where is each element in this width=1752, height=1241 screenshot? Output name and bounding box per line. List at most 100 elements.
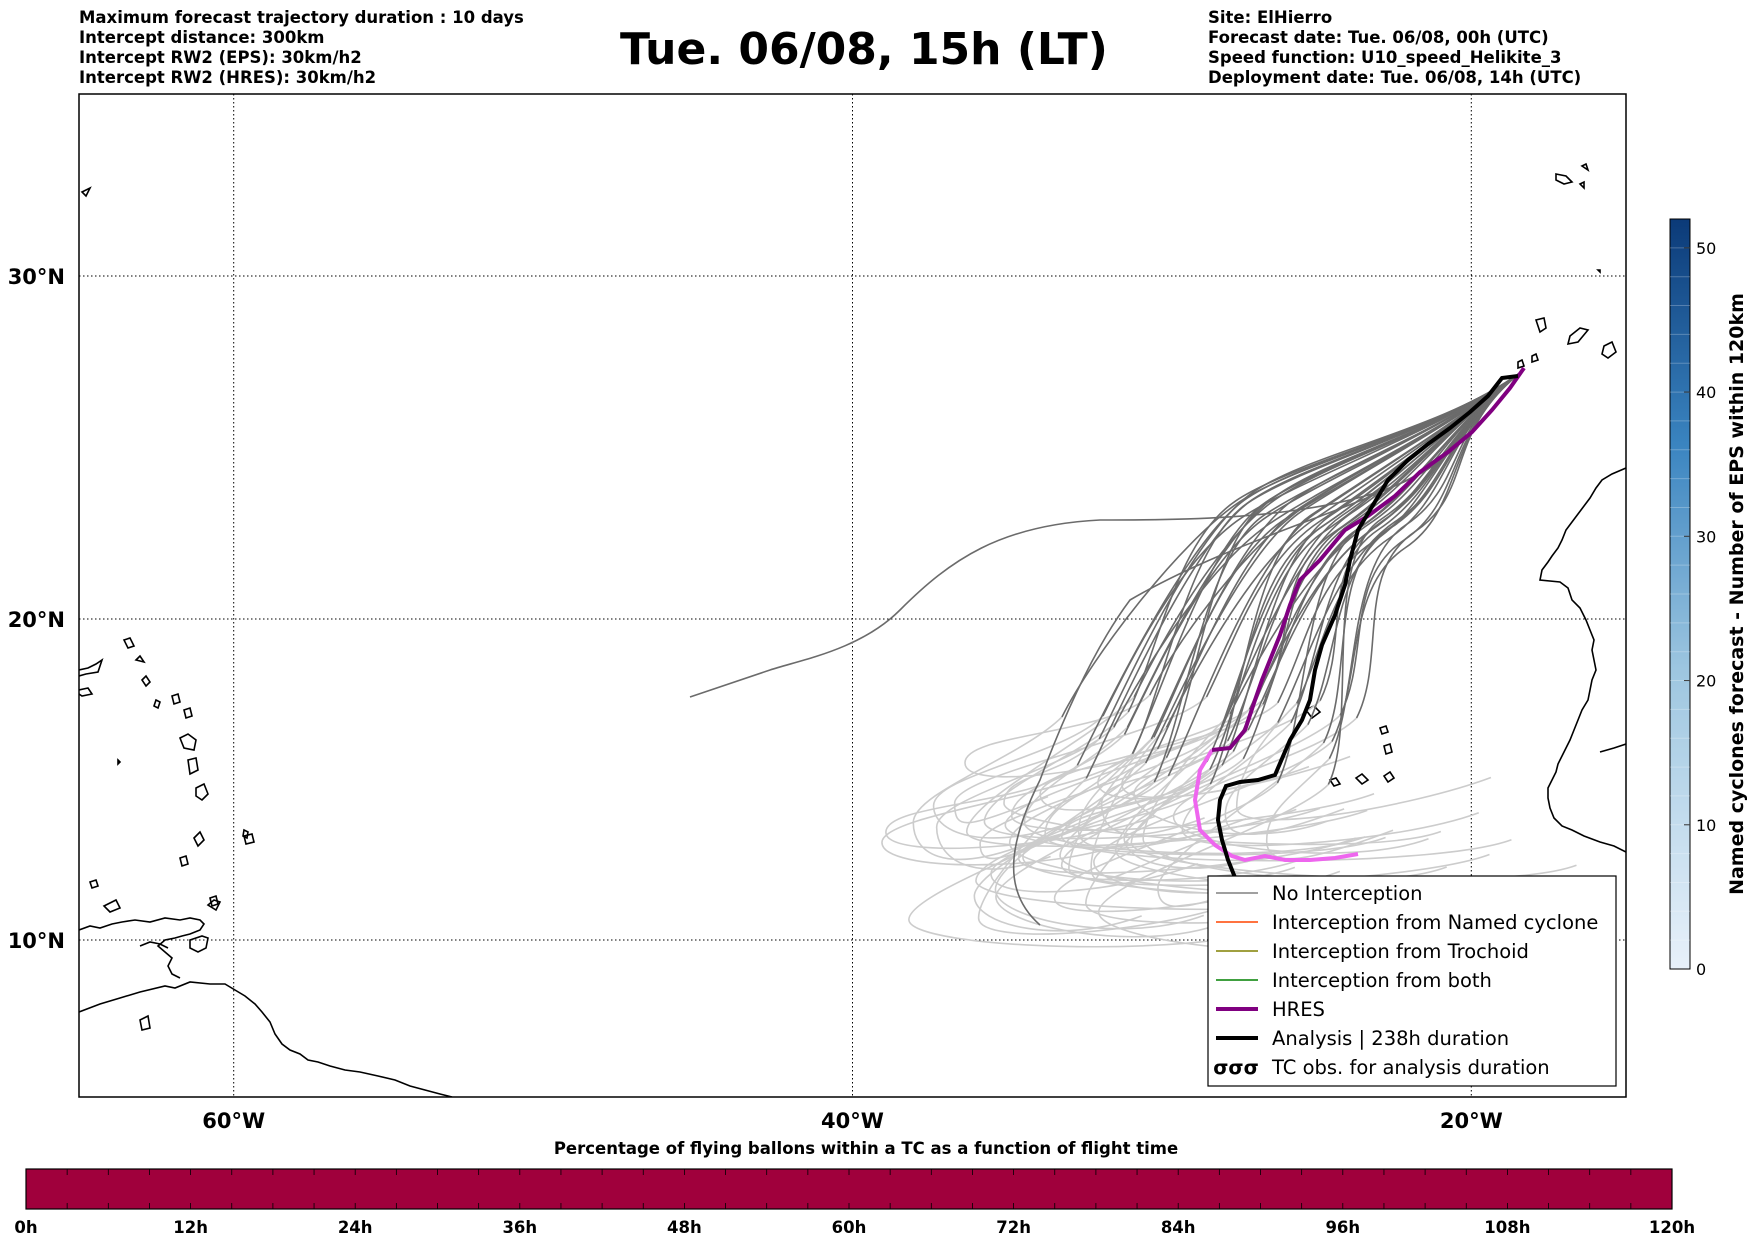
flight-time-tick-label: 48h — [667, 1218, 702, 1237]
eps-trajectory-late — [979, 731, 1220, 860]
eps-trajectory-late — [1039, 702, 1279, 811]
island-5 — [187, 757, 199, 776]
flight-time-tick-label: 0h — [14, 1218, 37, 1237]
lat-tick-label: 20°N — [8, 608, 65, 632]
island-8 — [171, 692, 181, 706]
pr-2 — [79, 687, 94, 697]
legend-label: TC obs. for analysis duration — [1271, 1056, 1550, 1079]
island-11 — [122, 637, 136, 649]
legend-label: No Interception — [1272, 882, 1423, 905]
island-barbados — [242, 828, 249, 840]
map-frame — [78, 93, 1627, 1098]
eps-trajectory-late — [953, 696, 1208, 824]
capeverde-4 — [1328, 777, 1342, 787]
island-10 — [134, 654, 146, 664]
flight-time-tick-label: 24h — [338, 1218, 373, 1237]
eps-trajectory-early — [1232, 369, 1525, 752]
colorbar-tick-label: 40 — [1696, 383, 1716, 402]
island-14 — [117, 758, 122, 766]
eps-trajectory-late — [1172, 717, 1429, 854]
legend-box — [1207, 875, 1617, 1087]
eps-trajectory-early — [1076, 369, 1525, 766]
africa-coast — [1539, 467, 1626, 853]
madeira-4 — [1596, 269, 1601, 274]
eps-trajectory-late — [1059, 731, 1440, 895]
flight-time-bar: Percentage of flying ballons within a TC… — [14, 1139, 1695, 1237]
lon-tick-label: 40°W — [821, 1109, 884, 1133]
eps-trajectory-late — [1022, 729, 1304, 882]
eps-trajectory-early — [1339, 369, 1525, 716]
trinidad — [189, 935, 209, 953]
island-2 — [179, 854, 189, 868]
eps-trajectory-late — [1265, 758, 1394, 860]
eps-trajectory-late — [1181, 722, 1480, 847]
island-15 — [88, 878, 100, 890]
intercept-hres-text: Intercept RW2 (HRES): 30km/h2 — [79, 68, 377, 87]
intercept-distance-text: Intercept distance: 300km — [79, 28, 325, 47]
flight-time-ticks: 0h 12h 24h 36h 48h 60h 72h 84h 96h 108h 120h — [14, 1169, 1695, 1237]
island-12 — [153, 698, 161, 710]
eps-trajectory-late — [1097, 697, 1310, 800]
eps-trajectory-late — [990, 758, 1244, 893]
island-13 — [243, 833, 255, 845]
eps-trajectory-late — [1023, 726, 1366, 855]
island-4 — [195, 782, 209, 802]
eps-trajectory-early — [1327, 369, 1525, 785]
hres-trajectory-early — [1211, 366, 1526, 752]
lat-tick-label: 30°N — [8, 265, 65, 289]
deployment-date-text: Deployment date: Tue. 06/08, 14h (UTC) — [1208, 68, 1582, 87]
flight-time-tick-label: 96h — [1325, 1218, 1360, 1237]
colorbar-tick-label: 0 — [1696, 960, 1706, 979]
island-18 — [139, 1014, 151, 1031]
eps-trajectory-outlier — [689, 451, 1451, 698]
eps-trajectory-late — [1157, 742, 1325, 908]
eps-trajectory-late — [1121, 703, 1351, 799]
island-6 — [178, 733, 197, 751]
eps-trajectory-early — [1229, 369, 1525, 715]
eps-trajectory-late — [1008, 748, 1296, 882]
trajectories-no-interception-early — [689, 369, 1525, 926]
canary-4 — [1531, 352, 1540, 364]
header-right-info: Site: ElHierro Forecast date: Tue. 06/08… — [1208, 8, 1581, 88]
capeverde-5 — [1354, 772, 1370, 786]
eps-trajectory-late — [1090, 726, 1203, 881]
eps-trajectory-early — [1127, 369, 1525, 713]
capeverde-3 — [1383, 742, 1393, 756]
venezuela-coast — [79, 917, 206, 979]
eps-trajectory-early — [1242, 369, 1525, 760]
eps-trajectory-late — [994, 762, 1205, 930]
eps-trajectory-late — [908, 781, 1274, 948]
eps-trajectory-outlier — [1012, 451, 1451, 926]
eps-trajectory-late — [1224, 724, 1345, 835]
lat-tick-label: 10°N — [8, 929, 65, 953]
colorbar-ticks: 0 10 20 30 40 50 — [1670, 239, 1716, 979]
colorbar-title: Named cyclones forecast - Number of EPS … — [1726, 293, 1748, 895]
capeverde-2 — [1378, 724, 1390, 736]
canary-3 — [1601, 340, 1617, 359]
flight-time-tick-label: 120h — [1649, 1218, 1695, 1237]
legend: No Interception Interception from Named c… — [1207, 875, 1617, 1087]
madeira — [1555, 173, 1574, 185]
flight-time-tick-label: 84h — [1161, 1218, 1196, 1237]
legend-label: Interception from both — [1272, 969, 1492, 992]
flight-time-tick-label: 60h — [832, 1218, 867, 1237]
island-9 — [140, 674, 152, 688]
header-left-info: Maximum forecast trajectory duration : 1… — [79, 8, 524, 88]
canary-2 — [1566, 327, 1590, 346]
flight-time-tick-label: 72h — [996, 1218, 1031, 1237]
eps-trajectory-late — [977, 777, 1238, 935]
legend-label: Analysis | 238h duration — [1272, 1027, 1509, 1050]
paria-coast — [139, 941, 169, 949]
latitude-labels: 10°N 20°N 30°N — [8, 265, 65, 953]
colorbar: 0 10 20 30 40 50 Named cyclones forecast - Nu… — [1669, 218, 1748, 979]
eps-trajectory-early — [1132, 369, 1525, 754]
south-america-coast — [79, 981, 453, 1097]
flight-time-bar-title: Percentage of flying ballons within a TC… — [554, 1139, 1178, 1158]
colorbar-tick-label: 10 — [1696, 816, 1716, 835]
island-17 — [209, 894, 219, 908]
intercept-eps-text: Intercept RW2 (EPS): 30km/h2 — [79, 48, 362, 67]
eps-trajectory-early — [1133, 369, 1525, 698]
eps-trajectory-late — [965, 696, 1368, 847]
colorbar-tick-label: 20 — [1696, 672, 1716, 691]
